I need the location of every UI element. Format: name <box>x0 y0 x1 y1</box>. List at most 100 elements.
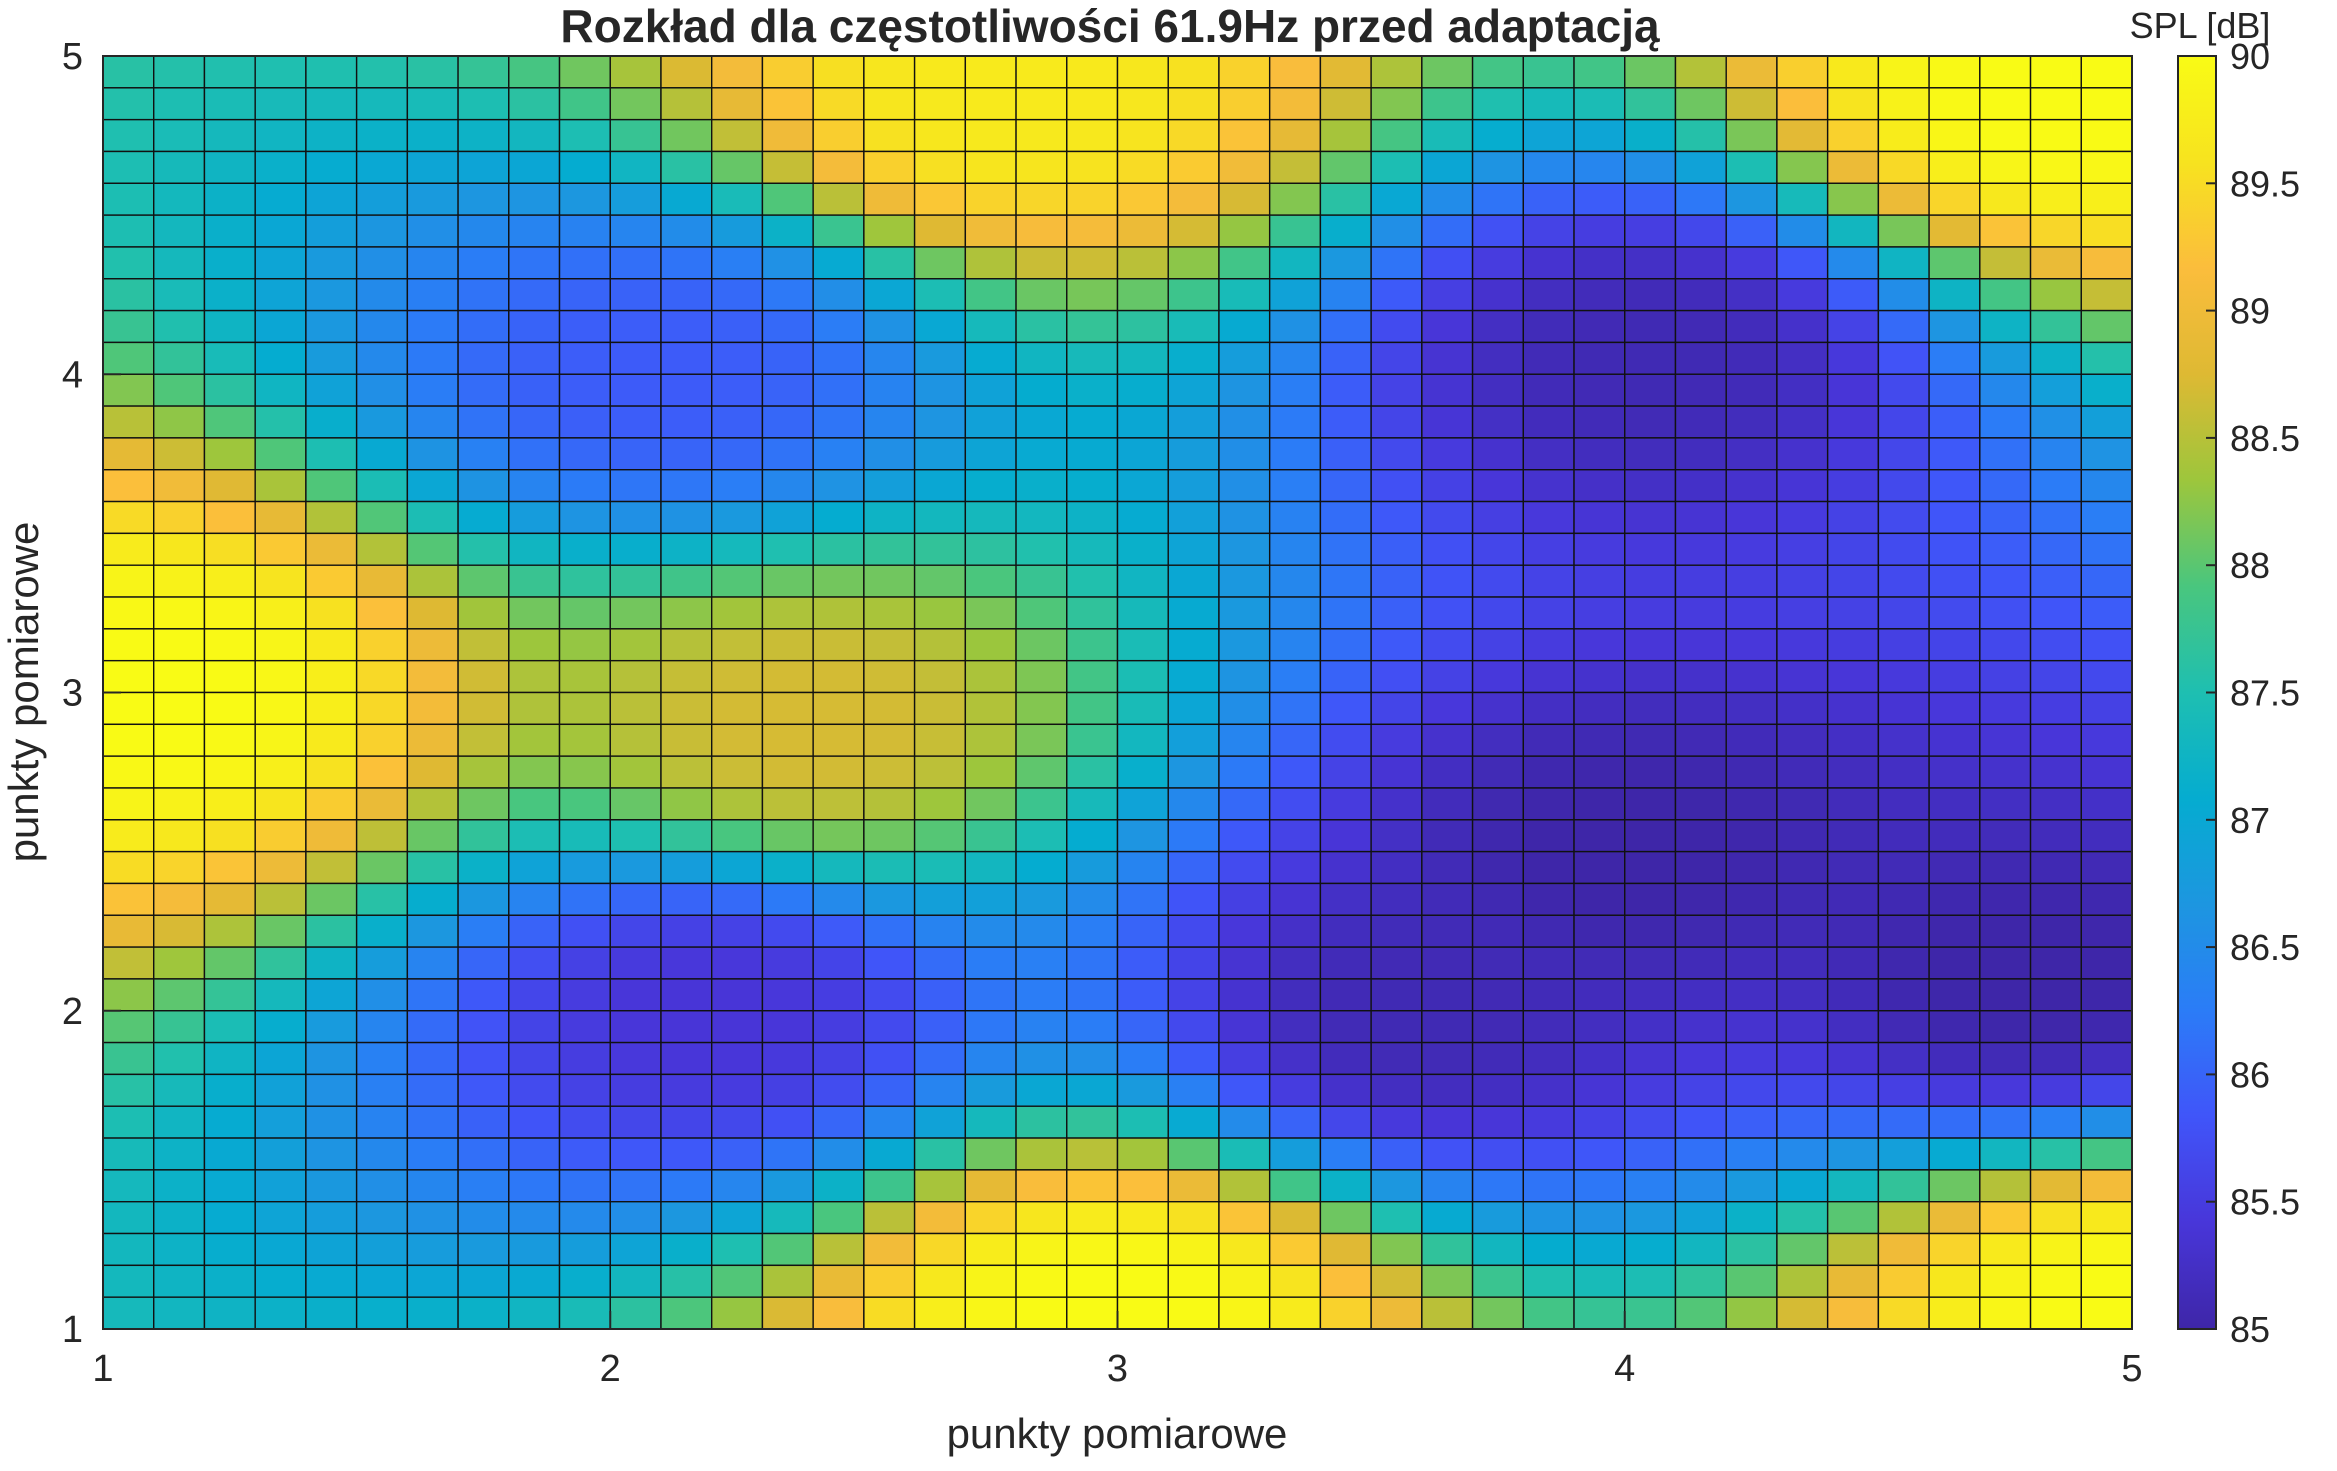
heatmap-cell <box>1826 87 1880 121</box>
heatmap-cell <box>1370 55 1423 89</box>
heatmap-cell <box>406 564 459 598</box>
heatmap-cell <box>761 819 814 853</box>
heatmap-cell <box>1268 373 1322 407</box>
heatmap-cell <box>1066 1010 1119 1044</box>
heatmap-cell <box>1471 1041 1525 1076</box>
heatmap-cell <box>1928 309 1981 344</box>
heatmap-cell <box>812 1073 865 1107</box>
heatmap-cell <box>1066 723 1119 757</box>
heatmap-cell <box>2080 850 2133 885</box>
heatmap-cell <box>102 1232 155 1267</box>
heatmap-cell <box>1268 1169 1322 1203</box>
heatmap-cell <box>1776 1137 1829 1171</box>
heatmap-cell <box>609 564 662 598</box>
heatmap-cell <box>1421 500 1474 535</box>
heatmap-cell <box>609 1232 662 1267</box>
heatmap-cell <box>558 1296 611 1330</box>
heatmap-cell <box>1674 214 1727 248</box>
heatmap-cell <box>1624 819 1677 853</box>
heatmap-cell <box>1015 723 1068 757</box>
heatmap-cell <box>102 118 155 153</box>
heatmap-cell <box>203 596 256 630</box>
heatmap-cell <box>1421 118 1474 153</box>
heatmap-cell <box>1421 469 1474 503</box>
heatmap-cell <box>203 278 256 312</box>
heatmap-cell <box>1725 978 1778 1012</box>
heatmap-cell <box>1979 405 2032 439</box>
heatmap-cell <box>508 914 561 948</box>
heatmap-cell <box>1370 1169 1423 1203</box>
heatmap-cell <box>761 914 814 948</box>
heatmap-cell <box>2080 946 2133 980</box>
heatmap-cell <box>254 914 307 948</box>
heatmap-cell <box>761 278 814 312</box>
heatmap-cell <box>2080 1105 2133 1139</box>
heatmap-cell <box>1624 596 1677 630</box>
heatmap-cell <box>1826 1264 1880 1298</box>
heatmap-cell <box>1522 914 1575 948</box>
heatmap-cell <box>1218 309 1271 344</box>
heatmap-cell <box>254 978 307 1012</box>
heatmap-cell <box>1522 309 1575 344</box>
heatmap-cell <box>1268 118 1322 153</box>
heatmap-cell <box>964 819 1017 853</box>
heatmap-cell <box>355 882 409 916</box>
heatmap-cell <box>2029 978 2082 1012</box>
heatmap-cell <box>457 850 510 885</box>
heatmap-cell <box>558 87 611 121</box>
heatmap-cell <box>1674 691 1727 726</box>
heatmap-cell <box>1066 469 1119 503</box>
heatmap-cell <box>812 1169 865 1203</box>
heatmap-cell <box>761 564 814 598</box>
heatmap-cell <box>863 118 916 153</box>
heatmap-cell <box>1116 882 1169 916</box>
heatmap-cell <box>1471 882 1525 916</box>
heatmap-cell <box>761 341 814 375</box>
heatmap-cell <box>153 978 206 1012</box>
heatmap-cell <box>812 723 865 757</box>
heatmap-cell <box>153 1010 206 1044</box>
heatmap-cell <box>1522 532 1575 566</box>
heatmap-cell <box>254 373 307 407</box>
heatmap-cell <box>508 1264 561 1298</box>
heatmap-cell <box>1877 596 1930 630</box>
heatmap-cell <box>660 87 713 121</box>
heatmap-cell <box>355 1264 409 1298</box>
heatmap-cell <box>1979 1105 2032 1139</box>
heatmap-cell <box>812 819 865 853</box>
heatmap-cell <box>1471 1105 1525 1139</box>
heatmap-cell <box>558 1264 611 1298</box>
heatmap-cell <box>863 978 916 1012</box>
heatmap-cell <box>913 691 967 726</box>
heatmap-cell <box>1268 341 1322 375</box>
heatmap-cell <box>1776 755 1829 789</box>
heatmap-cell <box>1015 1073 1068 1107</box>
heatmap-cell <box>1979 1010 2032 1044</box>
heatmap-cell <box>913 469 967 503</box>
heatmap-cell <box>1370 341 1423 375</box>
heatmap-cell <box>508 1137 561 1171</box>
heatmap-cell <box>1471 341 1525 375</box>
heatmap-cell <box>1573 1010 1626 1044</box>
heatmap-cell <box>102 1105 155 1139</box>
heatmap-cell <box>1167 914 1220 948</box>
heatmap-cell <box>153 819 206 853</box>
heatmap-cell <box>1268 1264 1322 1298</box>
heatmap-cell <box>1674 1169 1727 1203</box>
heatmap-cell <box>1370 246 1423 280</box>
heatmap-cell <box>761 500 814 535</box>
heatmap-cell <box>254 150 307 184</box>
heatmap-cell <box>711 1041 764 1076</box>
heatmap-cell <box>2029 150 2082 184</box>
heatmap-cell <box>2029 1264 2082 1298</box>
heatmap-cell <box>1776 118 1829 153</box>
heatmap-cell <box>1522 691 1575 726</box>
heatmap-cell <box>812 659 865 694</box>
heatmap-cell <box>153 150 206 184</box>
heatmap-cell <box>609 914 662 948</box>
heatmap-cell <box>1725 1296 1778 1330</box>
heatmap-cell <box>1826 819 1880 853</box>
heatmap-cell <box>1319 437 1372 471</box>
heatmap-cell <box>2029 691 2082 726</box>
